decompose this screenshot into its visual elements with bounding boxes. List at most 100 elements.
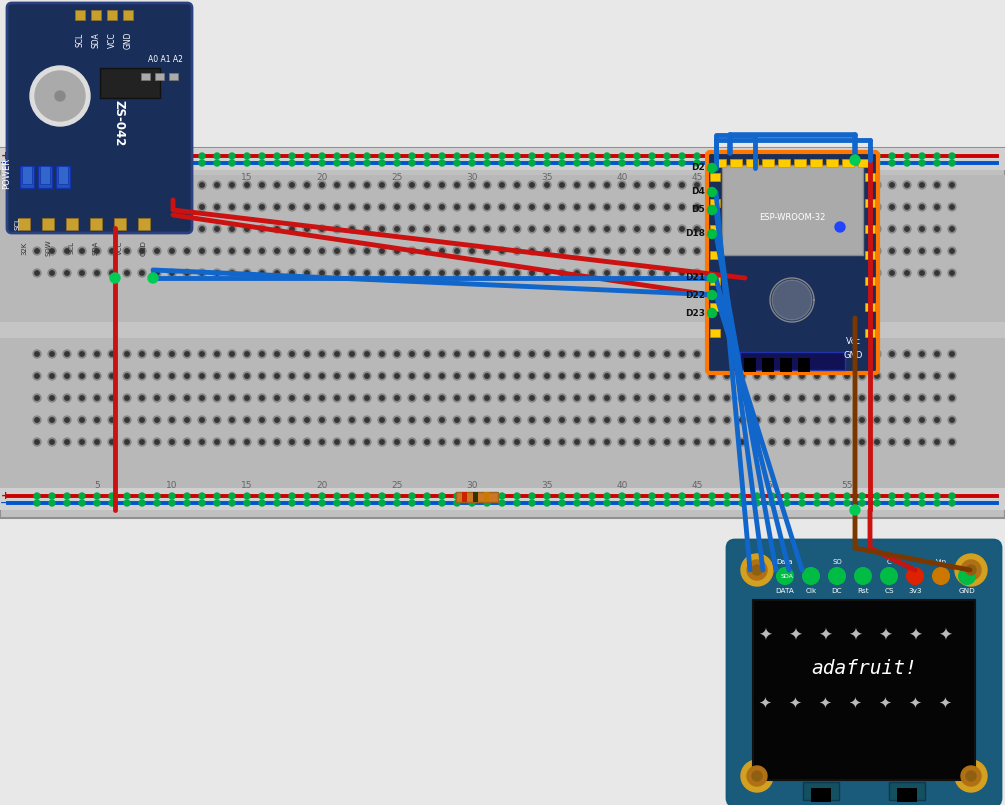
Circle shape bbox=[138, 350, 146, 358]
Circle shape bbox=[110, 183, 115, 188]
Circle shape bbox=[455, 183, 459, 188]
Circle shape bbox=[528, 350, 536, 358]
Circle shape bbox=[663, 416, 671, 424]
Circle shape bbox=[664, 160, 670, 166]
Circle shape bbox=[484, 500, 490, 506]
Bar bbox=[710, 225, 720, 233]
Circle shape bbox=[590, 352, 594, 356]
Circle shape bbox=[874, 153, 880, 159]
Circle shape bbox=[34, 160, 40, 166]
Circle shape bbox=[228, 247, 236, 255]
Circle shape bbox=[378, 416, 386, 424]
Circle shape bbox=[603, 269, 611, 277]
Circle shape bbox=[184, 153, 190, 159]
Circle shape bbox=[753, 350, 761, 358]
Circle shape bbox=[200, 440, 204, 444]
Circle shape bbox=[63, 350, 71, 358]
Circle shape bbox=[738, 394, 746, 402]
Circle shape bbox=[678, 225, 686, 233]
Circle shape bbox=[948, 225, 956, 233]
Circle shape bbox=[634, 493, 640, 499]
Circle shape bbox=[575, 396, 579, 400]
Circle shape bbox=[110, 204, 115, 209]
Circle shape bbox=[618, 416, 626, 424]
Bar bbox=[762, 159, 774, 167]
Bar bbox=[897, 788, 917, 802]
Circle shape bbox=[543, 416, 551, 424]
Circle shape bbox=[873, 181, 881, 189]
Circle shape bbox=[650, 249, 654, 254]
Circle shape bbox=[409, 160, 415, 166]
Bar bbox=[456, 492, 498, 502]
Circle shape bbox=[918, 225, 926, 233]
Circle shape bbox=[679, 374, 684, 378]
Circle shape bbox=[378, 269, 386, 277]
Circle shape bbox=[348, 394, 356, 402]
Circle shape bbox=[889, 500, 895, 506]
Circle shape bbox=[845, 183, 849, 188]
Circle shape bbox=[798, 269, 806, 277]
Circle shape bbox=[33, 225, 41, 233]
Circle shape bbox=[199, 153, 205, 159]
Circle shape bbox=[108, 416, 116, 424]
Circle shape bbox=[453, 438, 461, 446]
Circle shape bbox=[828, 203, 836, 211]
Circle shape bbox=[845, 270, 849, 275]
Circle shape bbox=[108, 181, 116, 189]
Circle shape bbox=[708, 416, 716, 424]
Circle shape bbox=[858, 438, 866, 446]
Circle shape bbox=[170, 396, 174, 400]
Circle shape bbox=[335, 418, 340, 422]
Circle shape bbox=[260, 440, 264, 444]
Circle shape bbox=[664, 249, 669, 254]
Circle shape bbox=[575, 183, 579, 188]
Circle shape bbox=[348, 438, 356, 446]
Circle shape bbox=[514, 493, 520, 499]
Circle shape bbox=[920, 418, 925, 422]
Circle shape bbox=[843, 416, 851, 424]
Circle shape bbox=[725, 204, 730, 209]
Circle shape bbox=[335, 440, 340, 444]
Circle shape bbox=[93, 181, 101, 189]
Circle shape bbox=[860, 249, 864, 254]
Text: ✦: ✦ bbox=[758, 627, 772, 645]
Circle shape bbox=[679, 183, 684, 188]
Circle shape bbox=[603, 416, 611, 424]
Circle shape bbox=[725, 249, 730, 254]
Circle shape bbox=[318, 269, 326, 277]
Circle shape bbox=[33, 203, 41, 211]
Circle shape bbox=[125, 204, 130, 209]
Circle shape bbox=[724, 153, 730, 159]
Circle shape bbox=[904, 160, 910, 166]
Circle shape bbox=[139, 153, 145, 159]
Circle shape bbox=[455, 396, 459, 400]
Circle shape bbox=[860, 374, 864, 378]
Circle shape bbox=[798, 203, 806, 211]
Circle shape bbox=[740, 183, 744, 188]
Circle shape bbox=[708, 274, 717, 283]
Circle shape bbox=[350, 352, 354, 356]
Circle shape bbox=[289, 440, 294, 444]
Circle shape bbox=[348, 181, 356, 189]
Circle shape bbox=[334, 500, 340, 506]
Circle shape bbox=[438, 203, 446, 211]
Text: GND: GND bbox=[141, 240, 147, 256]
Circle shape bbox=[814, 153, 820, 159]
Circle shape bbox=[605, 270, 609, 275]
Circle shape bbox=[469, 227, 474, 231]
Circle shape bbox=[245, 183, 249, 188]
Circle shape bbox=[828, 225, 836, 233]
Circle shape bbox=[138, 225, 146, 233]
Circle shape bbox=[230, 183, 234, 188]
Circle shape bbox=[603, 438, 611, 446]
Bar bbox=[42, 218, 54, 230]
Circle shape bbox=[334, 153, 340, 159]
Text: 5: 5 bbox=[94, 481, 99, 489]
Circle shape bbox=[229, 160, 235, 166]
Circle shape bbox=[813, 181, 821, 189]
Circle shape bbox=[425, 418, 429, 422]
Circle shape bbox=[273, 394, 281, 402]
Circle shape bbox=[784, 493, 790, 499]
Circle shape bbox=[633, 416, 641, 424]
Text: SDA: SDA bbox=[93, 241, 99, 255]
